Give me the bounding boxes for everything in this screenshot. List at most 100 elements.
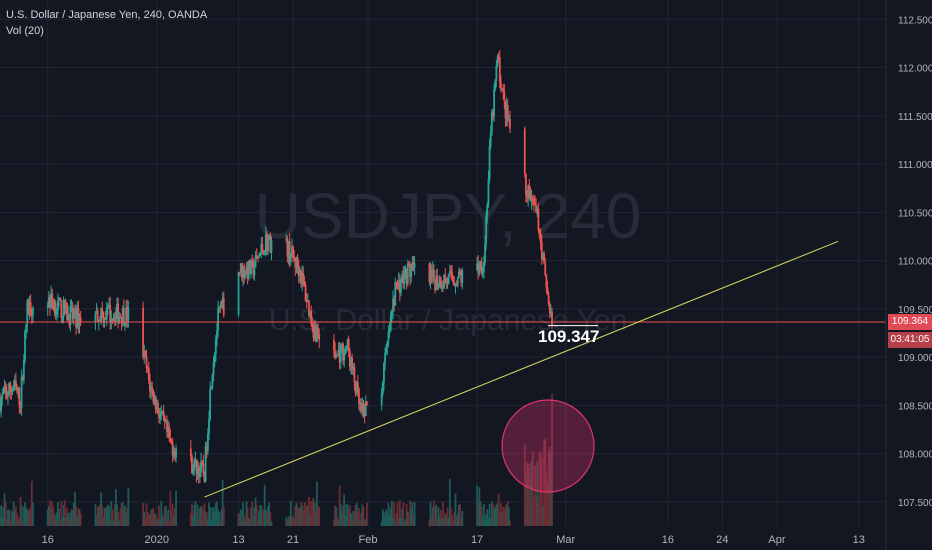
volume-bar	[118, 520, 121, 526]
volume-bar	[167, 509, 170, 526]
candle-body	[10, 391, 13, 393]
candle-body	[152, 390, 155, 402]
volume-bar	[13, 510, 16, 526]
candle-body	[195, 459, 198, 475]
volume-bar	[30, 481, 33, 526]
volume-bar	[152, 508, 155, 526]
symbol-legend[interactable]: U.S. Dollar / Japanese Yen, 240, OANDA	[6, 9, 208, 21]
candle-body	[537, 208, 540, 231]
volume-bar	[170, 512, 173, 526]
candle-body	[333, 339, 335, 351]
candle-body	[339, 344, 342, 363]
candle-body	[95, 310, 98, 313]
volume-bar	[4, 502, 7, 526]
candle-body	[360, 403, 363, 412]
volume-bar	[401, 508, 404, 526]
volume-bar	[437, 507, 440, 526]
volume-bar	[164, 505, 167, 526]
candle-body	[484, 243, 486, 263]
candle-body	[239, 263, 242, 273]
candle-body	[442, 286, 444, 288]
candle-body	[8, 382, 10, 394]
candle-body	[155, 402, 158, 410]
candle-body	[544, 263, 547, 275]
candle-body	[346, 339, 349, 349]
time-axis[interactable]: 16 2020 13 21 Feb 17 Mar 16 24 Apr 13	[42, 534, 865, 546]
volume-bar	[28, 511, 31, 526]
volume-bar	[77, 508, 80, 526]
volume-bar	[446, 507, 449, 526]
candle-body	[495, 65, 498, 81]
price-tick-label: 108.000	[898, 450, 932, 461]
candle-body	[485, 216, 488, 244]
candle-body	[404, 269, 407, 272]
candle-body	[57, 300, 59, 311]
candle-body	[260, 244, 263, 253]
candle-body	[309, 310, 311, 316]
volume-bar	[51, 501, 54, 526]
candle-body	[303, 280, 306, 286]
volume-bar	[144, 517, 147, 526]
candle-body	[413, 263, 416, 268]
volume-bar	[527, 468, 530, 526]
price-tick-label: 107.500	[898, 498, 932, 509]
volume-legend[interactable]: Vol (20)	[6, 25, 44, 37]
volume-bar	[477, 502, 480, 526]
trendline[interactable]	[204, 240, 839, 498]
volume-bar	[493, 508, 496, 526]
volume-bar	[75, 506, 78, 526]
candle-body	[254, 255, 257, 268]
candle-body	[101, 308, 104, 312]
volume-bar	[387, 502, 390, 526]
candle-body	[61, 317, 64, 319]
candle-body	[104, 318, 107, 320]
candle-body	[536, 208, 539, 213]
candle-body	[154, 395, 157, 410]
candle-body	[386, 341, 389, 348]
candle-body	[389, 315, 392, 330]
volume-bar	[506, 501, 509, 526]
volume-bar	[68, 519, 71, 526]
candle-body	[412, 262, 415, 268]
candle-body	[506, 104, 509, 120]
candle-body	[428, 263, 431, 282]
price-axis[interactable]: 112.500 112.000 111.500 111.000 110.500 110.0…	[898, 15, 932, 509]
volume-bar	[97, 506, 100, 526]
candle-body	[243, 266, 246, 278]
price-annotation[interactable]: 109.347	[538, 327, 600, 346]
volume-bar	[337, 520, 340, 526]
candle-body	[0, 398, 3, 412]
volume-bar	[531, 451, 534, 526]
volume-bar	[485, 514, 488, 526]
candle-body	[153, 395, 156, 402]
candle-body	[526, 194, 528, 199]
volume-bar	[288, 516, 291, 526]
volume-bar	[486, 508, 489, 526]
price-tick-label: 110.000	[898, 257, 932, 268]
price-tick-label: 112.500	[898, 15, 932, 26]
candle-body	[434, 280, 436, 291]
candle-body	[298, 270, 301, 277]
candle-body	[203, 472, 206, 482]
volume-bar	[191, 503, 193, 526]
volume-bar	[433, 500, 435, 526]
candle-body	[94, 312, 97, 323]
candle-body	[509, 118, 511, 129]
candle-body	[107, 306, 109, 308]
volume-bar	[52, 507, 55, 526]
volume-bar	[161, 515, 164, 526]
price-tick-label: 110.500	[898, 208, 932, 219]
volume-bar	[352, 511, 355, 526]
volume-bar	[365, 502, 368, 526]
candle-body	[351, 357, 354, 370]
volume-bar	[537, 500, 540, 526]
volume-bar	[484, 520, 486, 526]
volume-bar	[550, 451, 552, 526]
candle-body	[149, 379, 151, 392]
candle-body	[532, 198, 535, 204]
price-tick-label: 112.000	[898, 64, 932, 75]
volume-highlight-circle[interactable]	[501, 399, 595, 493]
candle-body	[316, 328, 318, 342]
candle-body	[390, 311, 393, 316]
